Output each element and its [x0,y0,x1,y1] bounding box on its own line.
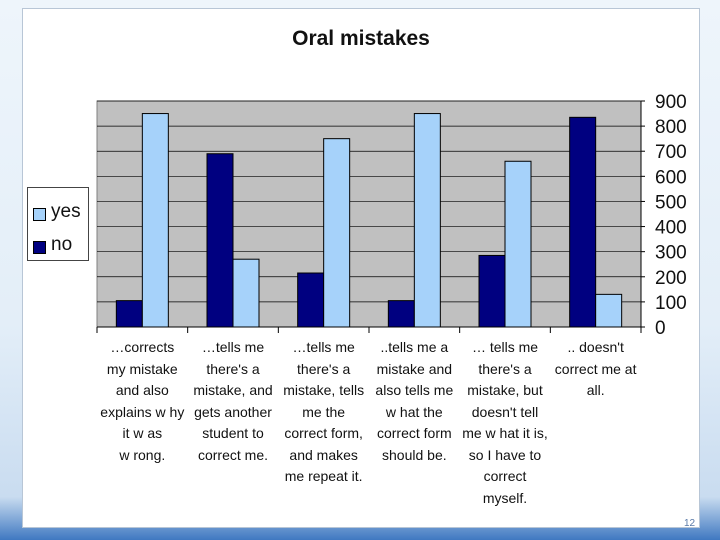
y-tick-label: 900 [655,92,687,113]
bar-no [387,300,415,328]
chart-title: Oral mistakes [292,27,430,50]
legend-swatch-no [33,241,46,254]
x-tick-label: …tells me there's a mistake, tells me th… [283,339,365,484]
y-tick-label: 600 [655,167,687,188]
chart-panel: Oral mistakes 0 100 200 300 400 500 600 700 800 9… [22,8,700,528]
legend-label-no: no [51,234,73,255]
x-tick-label: …corrects my mistake and also explains w… [100,339,185,463]
plot-area [96,100,642,328]
y-tick-label: 300 [655,243,687,264]
bar-no [115,300,143,328]
bar-yes [141,113,169,328]
chart-canvas: 0 100 200 300 400 500 600 700 800 900 [96,92,687,339]
y-tick-label: 800 [655,117,687,138]
bar-yes [413,113,441,328]
bar-no [478,254,506,328]
bar-no [206,153,234,328]
legend-swatch-yes [33,208,46,221]
x-tick-label: …tells me there's a mistake, and gets an… [193,339,273,463]
y-tick-label: 700 [655,142,687,163]
y-tick-label: 500 [655,192,687,213]
bar-no [297,272,325,328]
x-tick-label: .. doesn't correct me at all. [554,339,637,398]
x-tick-label: … tells me there's a mistake, but doesn'… [462,339,548,506]
bar-yes [595,293,623,328]
legend: yes no [27,187,89,261]
bar-yes [504,160,532,328]
y-tick-label: 200 [655,268,687,289]
x-tick-label: ..tells me a mistake and also tells me w… [375,339,454,463]
bar-yes [323,138,351,328]
legend-label-yes: yes [51,201,81,222]
bar-yes [232,258,260,328]
page-number: 12 [684,518,696,529]
y-tick-label: 0 [655,318,666,339]
y-tick-label: 400 [655,218,687,239]
y-tick-label: 100 [655,293,687,314]
bar-no [569,116,597,328]
